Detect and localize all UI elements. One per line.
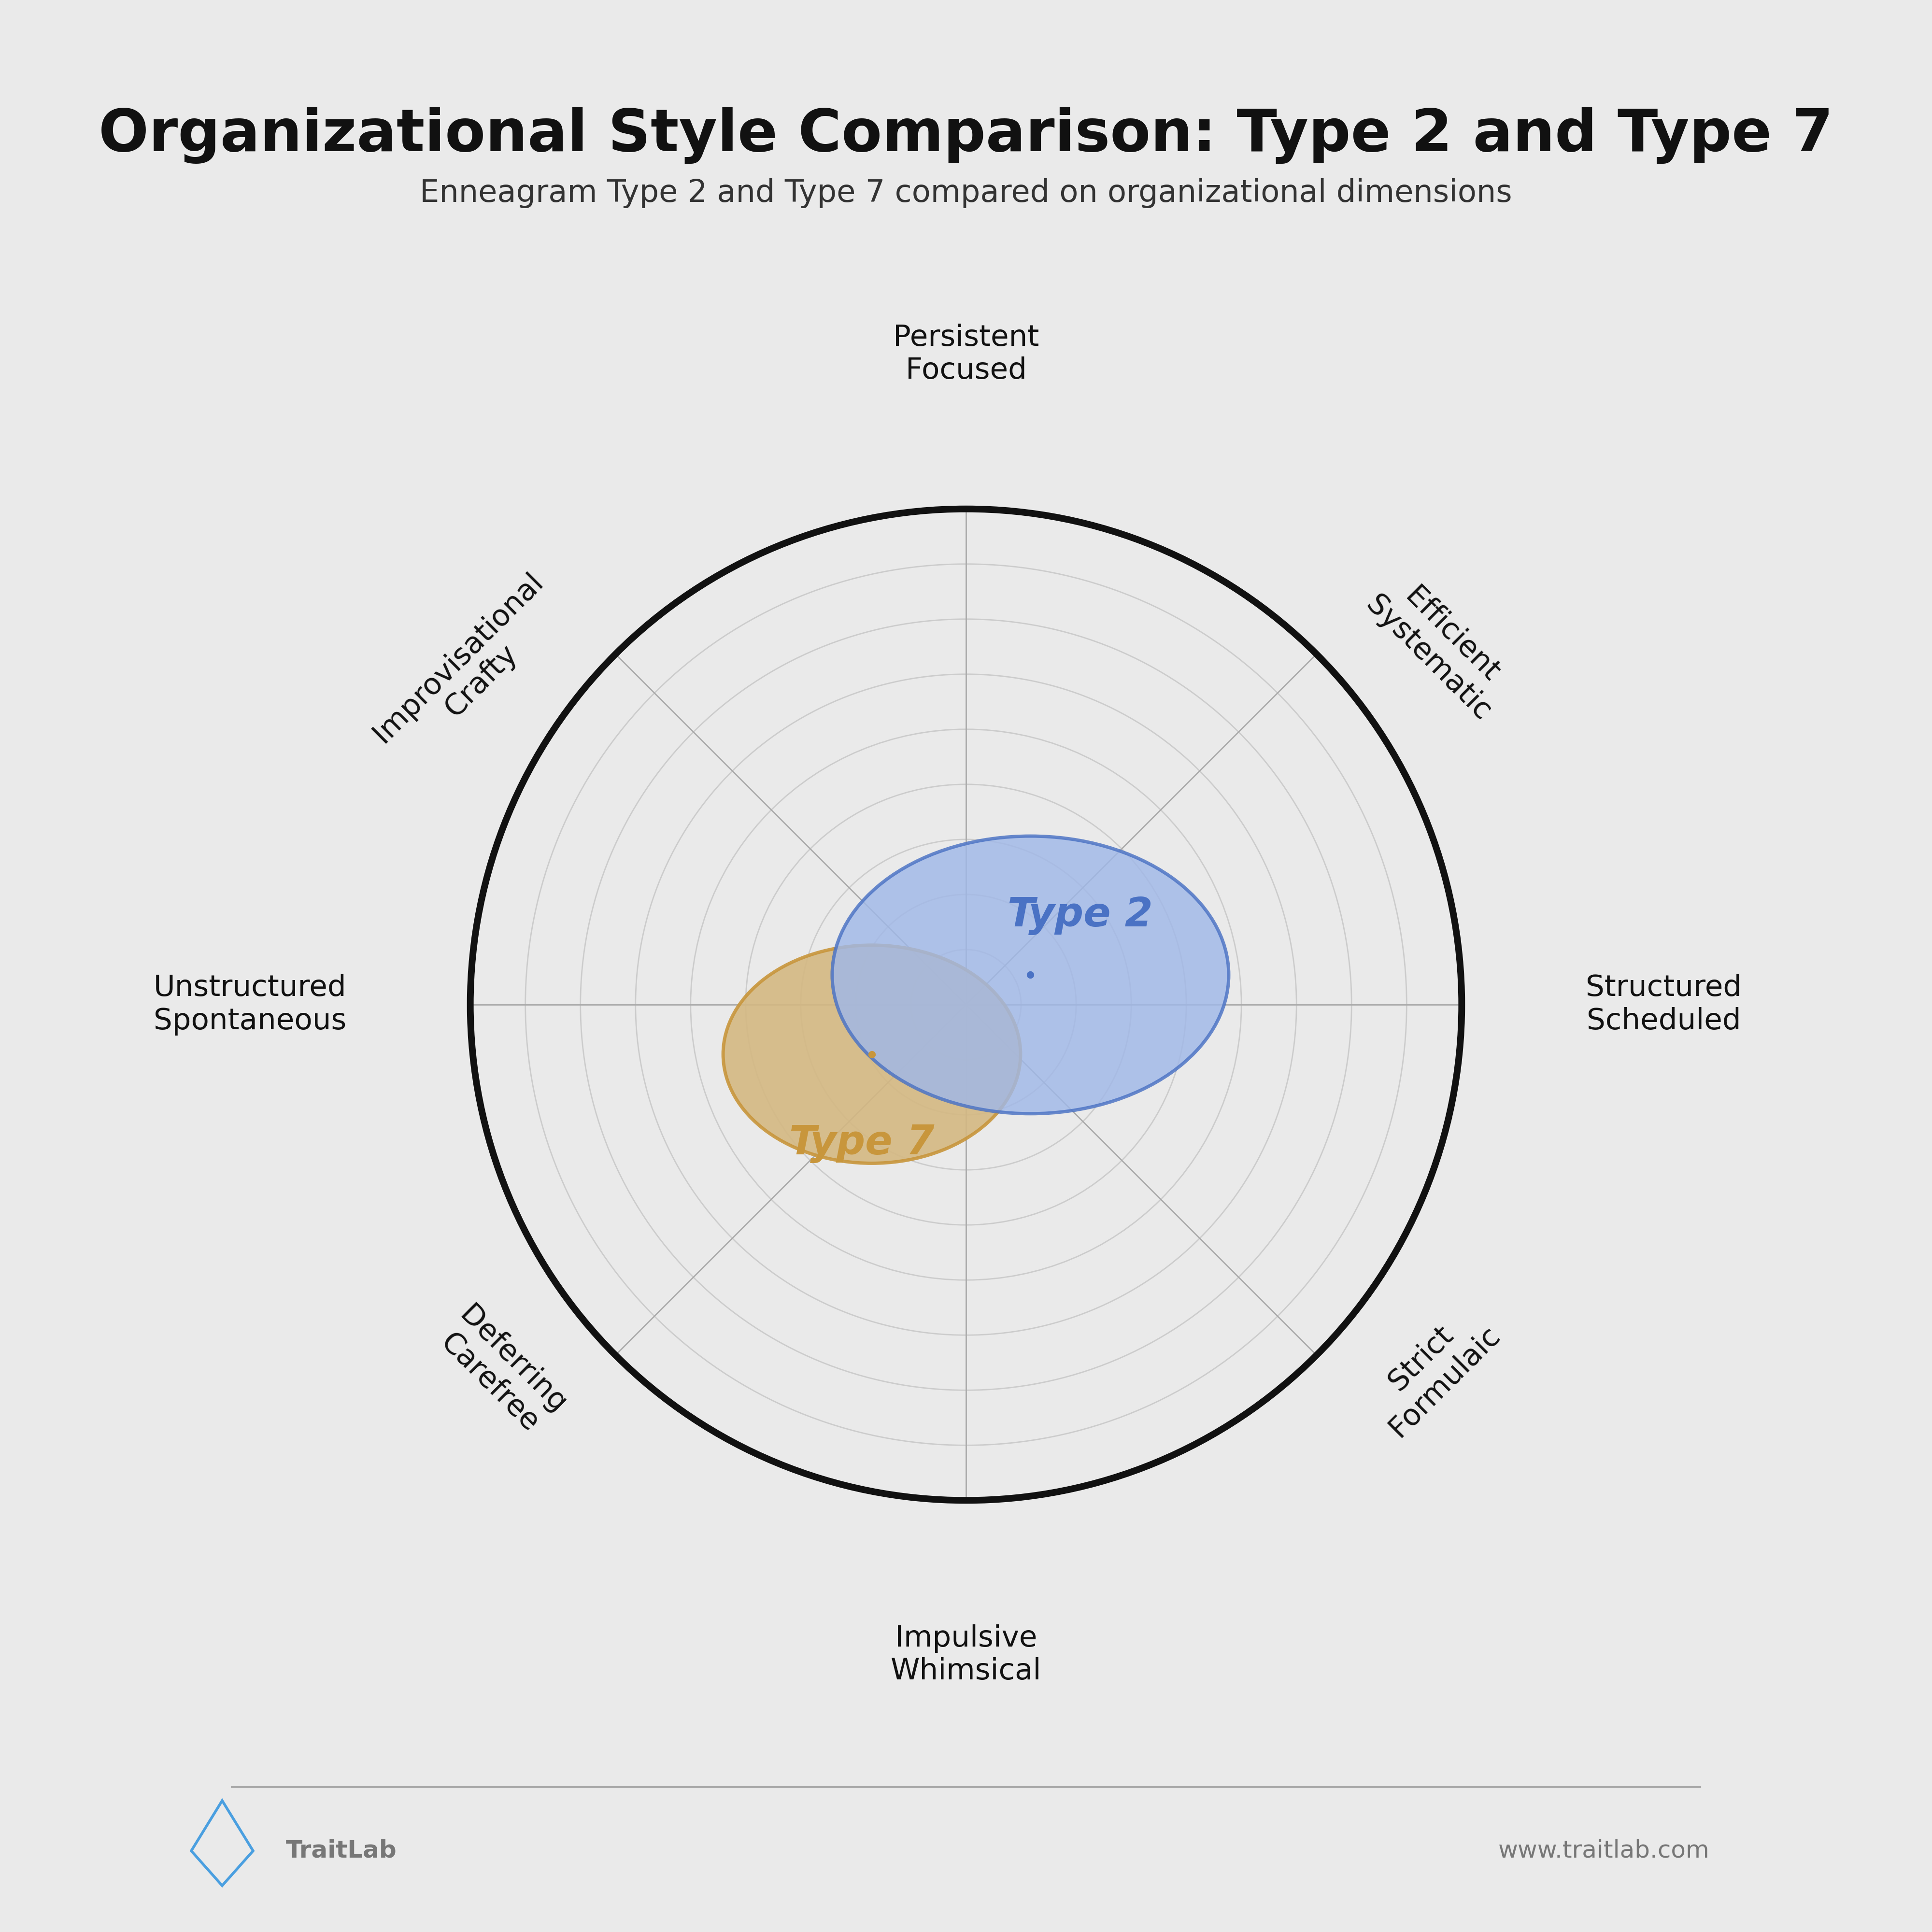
Text: Improvisational
Crafty: Improvisational Crafty bbox=[367, 566, 572, 771]
Text: Efficient
Systematic: Efficient Systematic bbox=[1360, 566, 1520, 726]
Text: Unstructured
Spontaneous: Unstructured Spontaneous bbox=[153, 974, 346, 1036]
Text: Strict
Formulaic: Strict Formulaic bbox=[1360, 1296, 1505, 1443]
Text: Enneagram Type 2 and Type 7 compared on organizational dimensions: Enneagram Type 2 and Type 7 compared on … bbox=[419, 178, 1513, 209]
Text: Type 2: Type 2 bbox=[1007, 896, 1153, 935]
Text: www.traitlab.com: www.traitlab.com bbox=[1499, 1839, 1710, 1862]
Text: Persistent
Focused: Persistent Focused bbox=[893, 323, 1039, 384]
Ellipse shape bbox=[833, 837, 1229, 1113]
Text: Organizational Style Comparison: Type 2 and Type 7: Organizational Style Comparison: Type 2 … bbox=[99, 106, 1833, 164]
Text: Deferring
Carefree: Deferring Carefree bbox=[431, 1300, 572, 1443]
Ellipse shape bbox=[723, 945, 1020, 1163]
Text: Type 7: Type 7 bbox=[790, 1124, 935, 1163]
Text: Structured
Scheduled: Structured Scheduled bbox=[1586, 974, 1743, 1036]
Text: TraitLab: TraitLab bbox=[286, 1839, 396, 1862]
Text: Impulsive
Whimsical: Impulsive Whimsical bbox=[891, 1625, 1041, 1687]
